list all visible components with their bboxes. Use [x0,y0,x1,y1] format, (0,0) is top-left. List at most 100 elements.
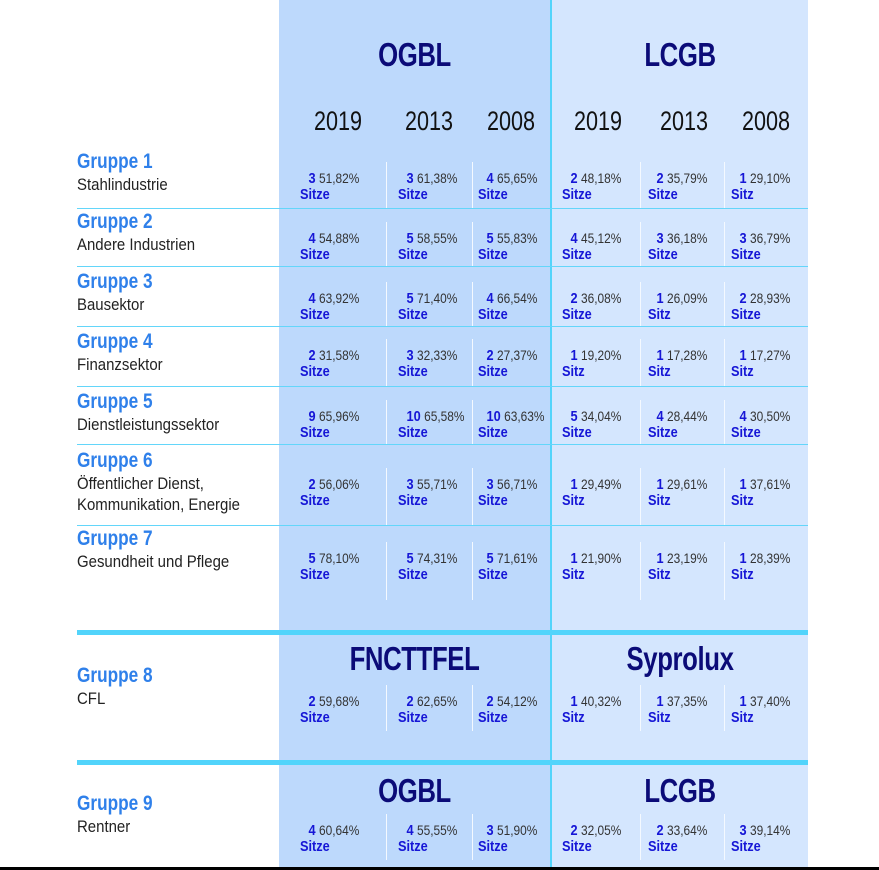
vote-percentage: 60,64% [318,822,360,838]
seat-count: 1 [739,347,747,364]
seat-label: Sitze [731,306,761,323]
vote-percentage: 29,10% [749,170,791,186]
seat-label: Sitze [731,246,761,263]
seat-label: Sitz [562,566,585,583]
result-cell: 2 56,06% Sitze [300,476,380,509]
seat-count: 1 [656,693,664,710]
result-line: 2 62,65% [398,693,466,710]
result-line: 1 26,09% [648,290,716,307]
seat-label: Sitze [300,186,330,203]
seat-label: Sitze [398,186,428,203]
result-cell: 1 28,39% Sitz [731,550,811,583]
result-cell: 1 26,09% Sitz [648,290,728,323]
group-sector: Öffentlicher Dienst, [77,474,204,493]
seat-count: 3 [739,230,747,247]
result-cell: 4 54,88% Sitze [300,230,380,263]
vote-percentage: 62,65% [416,693,458,709]
group-sector: CFL [77,689,106,708]
result-cell: 9 65,96% Sitze [300,408,380,441]
seat-label: Sitz [731,492,754,509]
seat-label: Sitze [398,709,428,726]
vote-percentage: 32,33% [416,347,458,363]
party-header: OGBL [378,772,451,809]
result-line: 5 71,61% [478,550,546,567]
seat-count: 1 [656,550,664,567]
result-line: 4 66,54% [478,290,546,307]
result-cell: 4 65,65% Sitze [478,170,558,203]
seat-count: 1 [656,347,664,364]
vote-percentage: 37,35% [666,693,708,709]
vote-percentage: 65,65% [496,170,538,186]
cell-divider [724,468,725,525]
vote-percentage: 21,90% [580,550,622,566]
seat-label: Sitze [398,566,428,583]
vote-percentage: 65,96% [318,408,360,424]
cell-divider [386,814,387,860]
cell-divider [386,222,387,266]
result-line: 3 36,18% [648,230,716,247]
group-label: Gruppe 4 Finanzsektor [77,330,174,375]
vote-percentage: 71,40% [416,290,458,306]
result-line: 1 37,61% [731,476,799,493]
seat-count: 1 [570,550,578,567]
cell-divider [472,685,473,731]
cell-divider [724,162,725,208]
result-cell: 5 74,31% Sitze [398,550,478,583]
result-cell: 3 55,71% Sitze [398,476,478,509]
result-line: 3 61,38% [398,170,466,187]
result-cell: 4 55,55% Sitze [398,822,478,855]
year-header: 2019 [313,106,363,136]
seat-count: 2 [656,822,664,839]
cell-divider [724,685,725,731]
seat-label: Sitze [648,424,678,441]
result-cell: 1 17,27% Sitz [731,347,811,380]
result-line: 5 71,40% [398,290,466,307]
vote-percentage: 59,68% [318,693,360,709]
vote-percentage: 32,05% [580,822,622,838]
seat-count: 3 [486,822,494,839]
seat-label: Sitz [648,363,671,380]
seat-label: Sitze [562,838,592,855]
result-line: 5 74,31% [398,550,466,567]
group-label: Gruppe 2 Andere Industrien [77,210,211,255]
seat-label: Sitze [478,709,508,726]
seat-count: 4 [308,230,316,247]
seat-label: Sitz [562,709,585,726]
vote-percentage: 54,12% [496,693,538,709]
party-lcgb-header: LCGB [644,36,716,73]
result-cell: 5 58,55% Sitze [398,230,478,263]
result-cell: 5 34,04% Sitze [562,408,642,441]
vote-percentage: 55,55% [416,822,458,838]
row-divider [77,326,808,327]
vote-percentage: 30,50% [749,408,791,424]
seat-count: 2 [570,170,578,187]
vote-percentage: 65,58% [424,408,465,424]
result-cell: 3 32,33% Sitze [398,347,478,380]
result-line: 3 51,90% [478,822,546,839]
seat-label: Sitze [731,838,761,855]
row-divider [77,444,808,445]
vote-percentage: 66,54% [496,290,538,306]
seat-label: Sitz [731,709,754,726]
year-header: 2013 [404,106,454,136]
seat-label: Sitze [398,306,428,323]
seat-label: Sitze [478,246,508,263]
result-cell: 4 60,64% Sitze [300,822,380,855]
seat-count: 2 [570,290,578,307]
vote-percentage: 71,61% [496,550,538,566]
result-cell: 1 21,90% Sitz [562,550,642,583]
result-line: 4 45,12% [562,230,630,247]
result-cell: 10 65,58% Sitze [398,408,478,441]
seat-count: 3 [406,476,414,493]
group-label: Gruppe 6 Öffentlicher Dienst, Kommunikatio… [77,449,262,515]
seat-count: 3 [486,476,494,493]
result-cell: 1 23,19% Sitz [648,550,728,583]
result-cell: 2 35,79% Sitze [648,170,728,203]
vote-percentage: 17,28% [666,347,708,363]
vote-percentage: 28,93% [749,290,791,306]
result-cell: 3 36,18% Sitze [648,230,728,263]
seat-count: 2 [486,347,494,364]
seat-label: Sitz [731,186,754,203]
result-cell: 2 33,64% Sitze [648,822,728,855]
group-sector: Kommunikation, Energie [77,495,240,514]
